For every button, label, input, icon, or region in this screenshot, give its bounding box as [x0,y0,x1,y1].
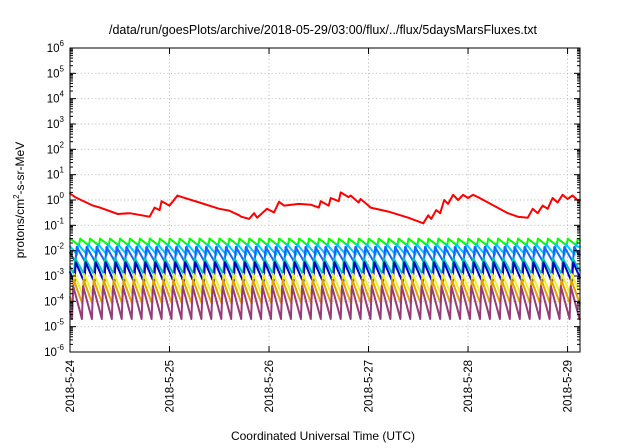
y-tick-label: 101 [47,166,65,182]
y-tick-label: 100 [47,191,65,207]
series-line-5 [69,257,581,275]
series-line-2 [69,237,581,247]
x-tick-label: 2018-5-29 [563,360,575,412]
y-axis-label-prefix: protons/cm [13,199,27,258]
series-lines [69,191,581,320]
axes: 10-6 10-5 10-4 10-3 10-2 10-1 100 101 102 103 104 1… [44,39,580,412]
gridlines [70,48,580,352]
chart-title: /data/run/goesPlots/archive/2018-05-29/0… [109,23,538,37]
y-tick-label: 102 [47,140,65,156]
y-axis-label-superscript: 2 [12,194,21,199]
x-tick-label: 2018-5-24 [65,359,77,412]
series-line-1 [69,191,581,225]
y-tick-label: 10-3 [44,267,64,283]
series-line-9 [69,285,581,320]
y-axis-label-suffix: -s-sr-MeV [13,142,27,195]
y-tick-label: 10-4 [44,292,64,308]
series-line-7 [69,273,581,296]
y-tick-label: 10-1 [44,216,64,232]
y-tick-label: 10-2 [44,242,64,258]
y-tick-label: 10-5 [44,318,64,334]
x-tick-label: 2018-5-28 [463,360,475,412]
x-tick-label: 2018-5-25 [165,360,177,412]
x-axis-label: Coordinated Universal Time (UTC) [231,429,415,443]
y-axis-label: protons/cm2-s-sr-MeV [12,142,27,258]
y-tick-label: 104 [47,90,65,106]
y-tick-label: 105 [47,64,65,80]
x-tick-label: 2018-5-26 [264,360,276,412]
y-tick-label: 103 [47,115,65,131]
y-tick-label: 10-6 [44,343,64,359]
y-tick-label: 106 [47,39,65,55]
series-line-8 [69,278,581,305]
x-tick-label: 2018-5-27 [364,360,376,412]
